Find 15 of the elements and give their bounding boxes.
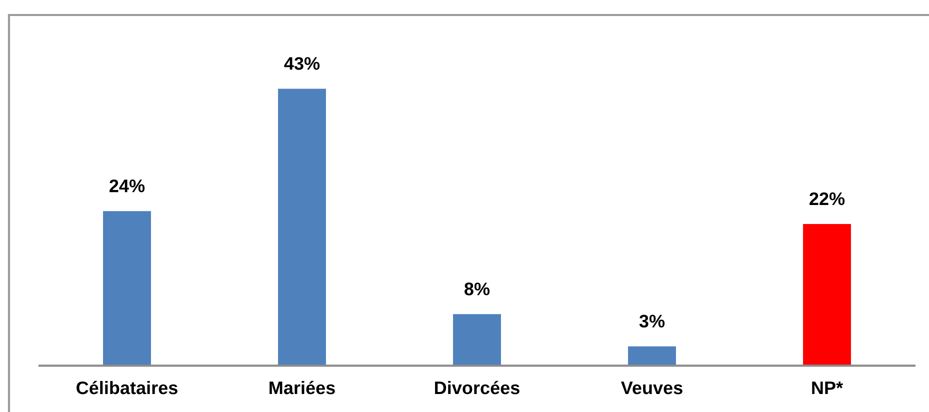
- bar: [453, 314, 501, 366]
- x-tick-label: Divorcées: [435, 380, 520, 394]
- bar: [278, 88, 326, 366]
- x-tick-label: NP*: [812, 382, 844, 394]
- x-tick-label: Mariées: [270, 380, 335, 394]
- x-tick-label: Célibataires: [76, 380, 178, 394]
- data-label: 8%: [464, 282, 490, 296]
- data-label: 43%: [284, 57, 320, 70]
- data-label: 22%: [810, 192, 845, 206]
- data-label: 3%: [639, 314, 665, 328]
- bar: [803, 224, 851, 366]
- data-label: 24%: [110, 179, 145, 192]
- x-tick-label: Veuves: [621, 382, 682, 394]
- bar: [628, 346, 676, 366]
- bar: [103, 211, 151, 366]
